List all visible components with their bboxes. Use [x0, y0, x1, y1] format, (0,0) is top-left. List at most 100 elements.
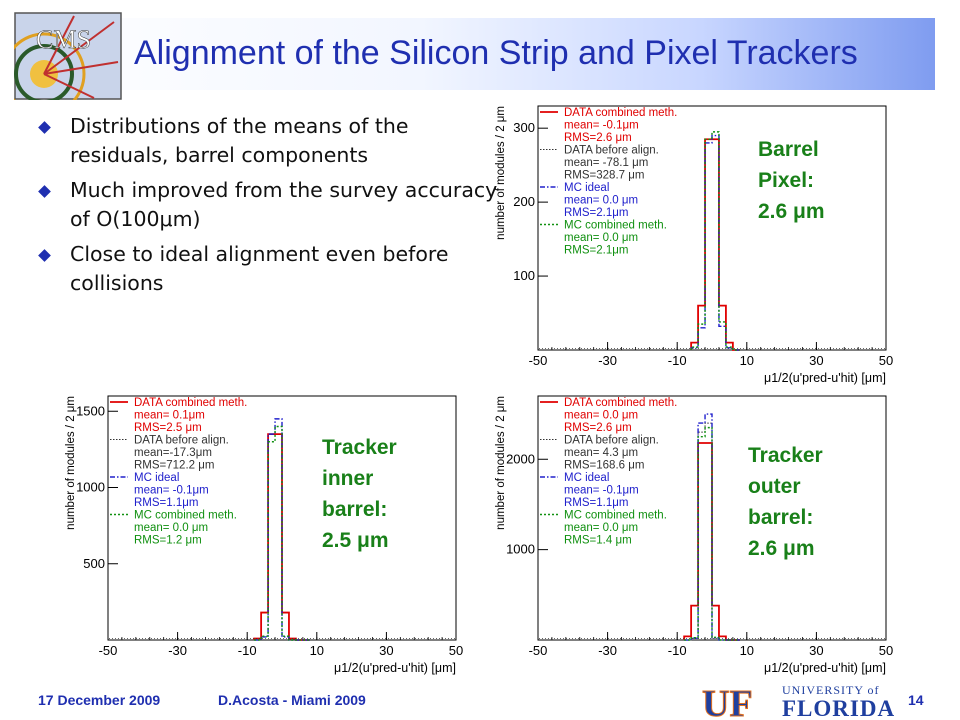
plot-frame — [537, 105, 887, 351]
legend-entry: DATA combined meth. — [564, 107, 677, 119]
legend-entry: mean= 4.3 μm — [564, 447, 638, 459]
legend-entry: RMS=1.1μm — [564, 497, 628, 509]
page-number: 14 — [908, 692, 924, 708]
bullet-text: Distributions of the means of the residu… — [70, 114, 409, 167]
y-tick-label: 1500 — [76, 403, 105, 418]
legend-entry: DATA before align. — [564, 145, 659, 157]
bullet-list: Distributions of the means of the residu… — [38, 112, 498, 304]
x-tick-label: -30 — [598, 353, 617, 368]
legend-entry: MC combined meth. — [564, 510, 667, 522]
legend-entry: MC combined meth. — [564, 220, 667, 232]
diamond-bullet-icon — [38, 121, 51, 134]
mc-combined-histogram — [690, 131, 740, 351]
legend-entry: mean= 0.0 μm — [564, 232, 638, 244]
legend-entry: MC ideal — [134, 472, 179, 484]
cms-logo-text: CMS — [36, 25, 91, 54]
x-tick-label: -10 — [668, 643, 687, 658]
diamond-bullet-icon — [38, 185, 51, 198]
legend-entry: DATA before align. — [134, 435, 229, 447]
x-tick-label: -30 — [168, 643, 187, 658]
legend-entry: RMS=328.7 μm — [564, 170, 644, 182]
bullet-item: Close to ideal alignment even before col… — [38, 240, 498, 298]
y-tick-label: 100 — [513, 268, 535, 283]
title-bar — [0, 18, 935, 90]
x-tick-label: 10 — [740, 353, 754, 368]
slide-title: Alignment of the Silicon Strip and Pixel… — [134, 34, 858, 72]
mc-ideal-histogram — [690, 134, 740, 351]
mc-combined-histogram — [684, 426, 740, 641]
tob-annotation: Tracker outer barrel: 2.6 μm — [748, 444, 823, 560]
x-tick-label: 30 — [809, 643, 823, 658]
x-tick-label: 50 — [449, 643, 463, 658]
plot-frame — [107, 395, 457, 641]
legend-entry: RMS=1.4 μm — [564, 535, 632, 547]
x-axis-label: μ1/2(u'pred-u'hit) [μm] — [764, 371, 886, 385]
legend-entry: mean= -0.1μm — [564, 485, 639, 497]
pixel-annotation: Barrel Pixel: 2.6 μm — [758, 138, 825, 223]
data-combined-histogram — [690, 138, 740, 351]
mc-combined-histogram — [254, 425, 310, 641]
x-tick-label: 50 — [879, 353, 893, 368]
uf-florida: FLORIDA — [782, 696, 895, 720]
y-tick-label: 1000 — [76, 480, 105, 495]
y-axis-label: number of modules / 2 μm — [495, 106, 507, 240]
y-tick-label: 200 — [513, 194, 535, 209]
tib-plot: -50 -30 -10 10 30 50 500 1000 1500 number of modu… — [58, 390, 470, 675]
legend-entry: DATA combined meth. — [564, 397, 677, 409]
x-tick-label: -10 — [238, 643, 257, 658]
tib-annotation: Tracker inner barrel: 2.5 μm — [322, 436, 397, 552]
y-tick-label: 500 — [83, 556, 105, 571]
legend-entry: RMS=2.6 μm — [564, 132, 632, 144]
y-tick-label: 1000 — [506, 542, 535, 557]
cms-logo: CMS — [14, 12, 122, 100]
x-tick-label: -50 — [529, 643, 548, 658]
bullet-item: Distributions of the means of the residu… — [38, 112, 498, 170]
x-tick-label: 30 — [379, 643, 393, 658]
x-axis-label: μ1/2(u'pred-u'hit) [μm] — [764, 661, 886, 675]
plot-frame — [537, 395, 887, 641]
legend-entry: mean= 0.1μm — [134, 410, 205, 422]
diamond-bullet-icon — [38, 249, 51, 262]
x-axis-label: μ1/2(u'pred-u'hit) [μm] — [334, 661, 456, 675]
footer-author: D.Acosta - Miami 2009 — [218, 692, 366, 708]
x-tick-label: 30 — [809, 353, 823, 368]
tob-plot: -50 -30 -10 10 30 50 1000 2000 number of modules… — [488, 390, 900, 675]
y-tick-label: 300 — [513, 120, 535, 135]
legend-entry: mean= 0.0 μm — [134, 522, 208, 534]
legend-entry: MC ideal — [564, 472, 609, 484]
pixel-plot: -50 -30 -10 10 30 50 100 200 300 number of module… — [488, 100, 900, 385]
mc-ideal-histogram — [254, 418, 310, 641]
legend-entry: RMS=2.5 μm — [134, 422, 202, 434]
legend-entry: RMS=1.2 μm — [134, 535, 202, 547]
legend-entry: RMS=1.1μm — [134, 497, 198, 509]
x-tick-label: -50 — [529, 353, 548, 368]
legend-entry: RMS=712.2 μm — [134, 460, 214, 472]
x-tick-label: 10 — [740, 643, 754, 658]
legend-entry: DATA combined meth. — [134, 397, 247, 409]
legend-entry: MC combined meth. — [134, 510, 237, 522]
x-tick-label: 10 — [310, 643, 324, 658]
uf-logo-letters: UF — [702, 683, 753, 720]
x-tick-label: -50 — [99, 643, 118, 658]
footer-date: 17 December 2009 — [38, 692, 161, 708]
legend-entry: mean= -0.1μm — [564, 120, 639, 132]
y-tick-label: 2000 — [506, 451, 535, 466]
legend-entry: mean= 0.0 μm — [564, 410, 638, 422]
x-tick-label: -10 — [668, 353, 687, 368]
legend-entry: mean= -78.1 μm — [564, 157, 648, 169]
pixel-chart-svg: -50 -30 -10 10 30 50 100 200 300 number of module… — [495, 105, 893, 385]
legend-entry: mean= -0.1μm — [134, 485, 209, 497]
uf-logo: UF UNIVERSITY of FLORIDA — [702, 683, 895, 720]
y-axis-label: number of modules / 2 μm — [65, 396, 77, 530]
legend-entry: DATA before align. — [564, 435, 659, 447]
legend-entry: RMS=168.6 μm — [564, 460, 644, 472]
y-axis-label: number of modules / 2 μm — [495, 396, 507, 530]
x-tick-label: -30 — [598, 643, 617, 658]
legend-entry: mean=-17.3μm — [134, 447, 212, 459]
legend-entry: mean= 0.0 μm — [564, 522, 638, 534]
bullet-text: Close to ideal alignment even before col… — [70, 242, 449, 295]
legend-entry: MC ideal — [564, 182, 609, 194]
bullet-item: Much improved from the survey accuracy o… — [38, 176, 498, 234]
legend-entry: mean= 0.0 μm — [564, 195, 638, 207]
